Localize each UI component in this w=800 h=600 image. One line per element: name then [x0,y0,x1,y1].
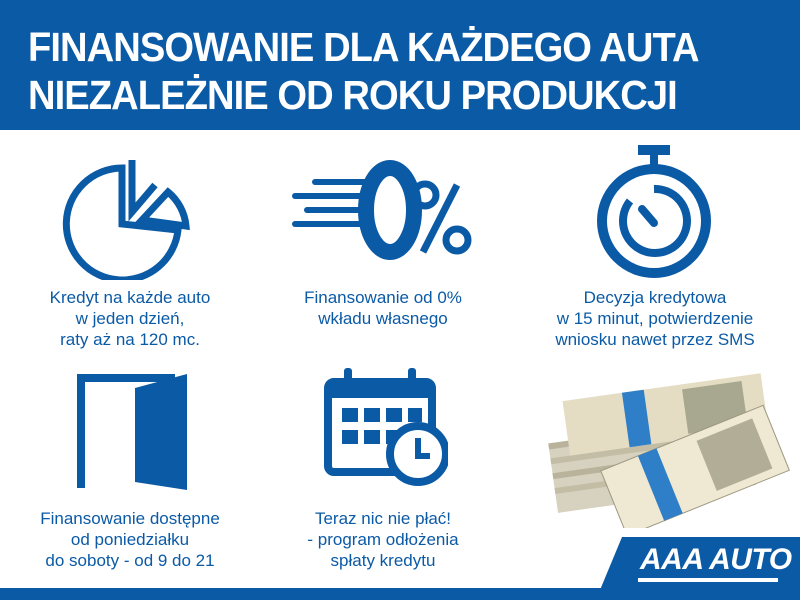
caption-line: Decyzja kredytowa [583,288,727,307]
money-stack-image [548,373,790,528]
logo-underline [638,578,778,582]
brand-logo: AAA AUTO [640,543,792,576]
caption-line: Finansowanie od 0% [304,288,462,307]
caption-line: od poniedziałku [70,530,190,549]
caption-line: w jeden dzień, [75,309,185,328]
caption-line: raty aż na 120 mc. [60,330,200,349]
caption-line: Kredyt na każde auto [49,288,211,307]
caption-line: do soboty - od 9 do 21 [45,551,215,570]
caption-line: wniosku nawet przez SMS [555,330,755,349]
open-door-icon [77,374,187,490]
feature-caption-hours: Finansowanie dostępne od poniedziałku do… [5,508,255,571]
caption-line: Finansowanie dostępne [40,509,220,528]
caption-line: spłaty kredytu [330,551,436,570]
feature-caption-zero: Finansowanie od 0% wkładu własnego [258,287,508,329]
headline-line-2: NIEZALEŻNIE OD ROKU PRODUKCJI [28,72,678,118]
feature-caption-credit: Kredyt na każde auto w jeden dzień, raty… [5,287,255,350]
caption-line: - program odłożenia [307,530,459,549]
feature-caption-defer: Teraz nic nie płać! - program odłożenia … [258,508,508,571]
caption-line: Teraz nic nie płać! [314,509,452,528]
caption-line: w 15 minut, potwierdzenie [556,309,754,328]
feature-caption-decision: Decyzja kredytowa w 15 minut, potwierdze… [525,287,785,350]
caption-line: wkładu własnego [318,309,448,328]
pie-chart-icon [62,160,190,280]
calendar-clock-icon [324,368,448,486]
headline-line-1: FINANSOWANIE DLA KAŻDEGO AUTA [28,24,700,70]
bottom-stripe [0,588,800,600]
stopwatch-icon [597,145,711,278]
logo-background [600,537,800,590]
header-banner: FINANSOWANIE DLA KAŻDEGO AUTA NIEZALEŻNI… [0,0,800,130]
zero-percent-icon [292,160,472,260]
